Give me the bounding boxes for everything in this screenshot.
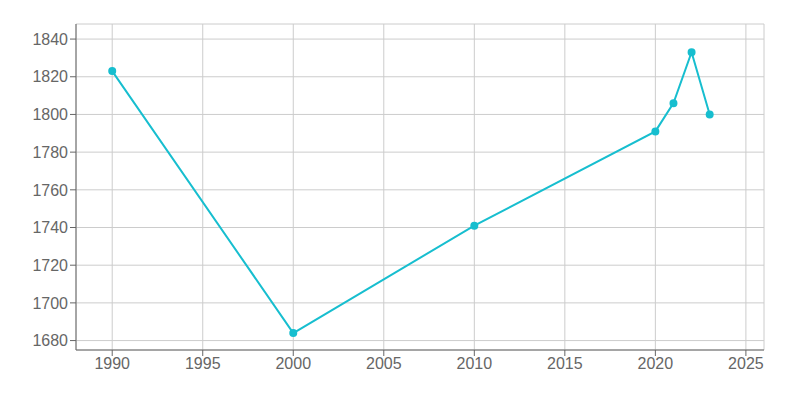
svg-text:2025: 2025	[728, 355, 764, 372]
svg-text:1700: 1700	[32, 295, 68, 312]
svg-text:1780: 1780	[32, 144, 68, 161]
svg-text:1995: 1995	[185, 355, 221, 372]
svg-text:2015: 2015	[547, 355, 583, 372]
svg-text:1720: 1720	[32, 257, 68, 274]
svg-text:1840: 1840	[32, 31, 68, 48]
svg-text:2005: 2005	[366, 355, 402, 372]
svg-text:1680: 1680	[32, 332, 68, 349]
svg-text:2020: 2020	[638, 355, 674, 372]
svg-text:1820: 1820	[32, 68, 68, 85]
svg-text:2010: 2010	[457, 355, 493, 372]
svg-text:1740: 1740	[32, 219, 68, 236]
svg-text:1800: 1800	[32, 106, 68, 123]
svg-text:1990: 1990	[94, 355, 130, 372]
svg-text:1760: 1760	[32, 182, 68, 199]
svg-text:2000: 2000	[275, 355, 311, 372]
